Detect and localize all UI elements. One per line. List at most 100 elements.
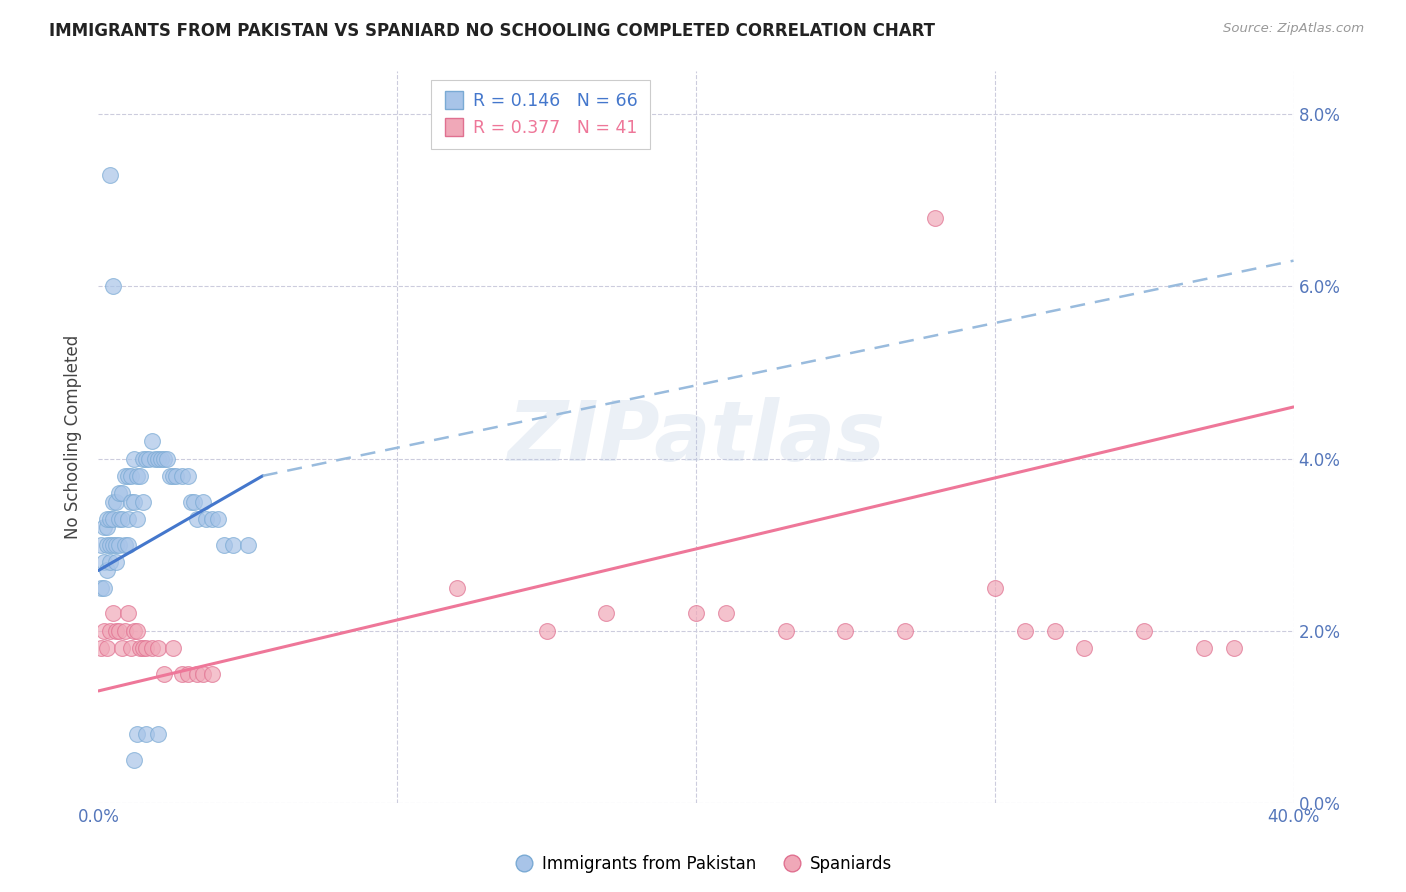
Point [153, 451, 176, 466]
Point [124, 451, 146, 466]
Point [1073, 640, 1095, 655]
Y-axis label: No Schooling Completed: No Schooling Completed [65, 335, 83, 539]
Point [129, 640, 152, 655]
Point [1043, 624, 1066, 638]
Point [105, 624, 128, 638]
Point [120, 468, 142, 483]
Point [162, 468, 184, 483]
Point [191, 666, 214, 681]
Point [98, 538, 122, 552]
Point [111, 640, 134, 655]
Point [984, 581, 1007, 595]
Point [117, 468, 139, 483]
Point [536, 624, 558, 638]
Point [124, 624, 146, 638]
Point [148, 640, 170, 655]
Point [98, 512, 122, 526]
Point [172, 468, 194, 483]
Point [132, 451, 155, 466]
Point [446, 581, 468, 595]
Point [894, 624, 917, 638]
Point [201, 512, 224, 526]
Point [148, 727, 170, 741]
Point [141, 640, 163, 655]
Point [114, 468, 136, 483]
Point [114, 624, 136, 638]
Point [143, 451, 166, 466]
Point [129, 468, 152, 483]
Point [186, 512, 208, 526]
Point [172, 666, 194, 681]
Point [132, 640, 155, 655]
Point [114, 538, 136, 552]
Point [96, 520, 118, 534]
Legend: Immigrants from Pakistan, Spaniards: Immigrants from Pakistan, Spaniards [508, 848, 898, 880]
Point [111, 512, 134, 526]
Point [186, 666, 208, 681]
Text: IMMIGRANTS FROM PAKISTAN VS SPANIARD NO SCHOOLING COMPLETED CORRELATION CHART: IMMIGRANTS FROM PAKISTAN VS SPANIARD NO … [49, 22, 935, 40]
Point [162, 640, 184, 655]
Point [96, 538, 118, 552]
Point [108, 486, 131, 500]
Point [90, 640, 112, 655]
Point [96, 640, 118, 655]
Point [153, 666, 176, 681]
Point [148, 451, 170, 466]
Point [775, 624, 797, 638]
Point [212, 538, 235, 552]
Point [120, 640, 142, 655]
Point [117, 538, 139, 552]
Text: ZIPatlas: ZIPatlas [508, 397, 884, 477]
Point [177, 666, 200, 681]
Point [96, 512, 118, 526]
Point [207, 512, 229, 526]
Point [685, 607, 707, 621]
Point [117, 607, 139, 621]
Point [127, 512, 149, 526]
Point [180, 494, 202, 508]
Point [111, 486, 134, 500]
Point [105, 538, 128, 552]
Point [103, 538, 125, 552]
Point [93, 555, 115, 569]
Point [127, 468, 149, 483]
Point [150, 451, 173, 466]
Point [90, 538, 112, 552]
Point [138, 451, 160, 466]
Point [98, 624, 122, 638]
Point [135, 727, 157, 741]
Point [103, 279, 125, 293]
Point [156, 451, 179, 466]
Point [834, 624, 856, 638]
Point [1192, 640, 1215, 655]
Point [120, 494, 142, 508]
Point [108, 624, 131, 638]
Point [135, 640, 157, 655]
Point [135, 451, 157, 466]
Point [96, 564, 118, 578]
Point [93, 624, 115, 638]
Point [93, 581, 115, 595]
Point [117, 512, 139, 526]
Point [236, 538, 259, 552]
Point [1014, 624, 1036, 638]
Point [124, 494, 146, 508]
Point [1133, 624, 1156, 638]
Point [165, 468, 187, 483]
Point [195, 512, 218, 526]
Point [108, 538, 131, 552]
Point [105, 555, 128, 569]
Text: Source: ZipAtlas.com: Source: ZipAtlas.com [1223, 22, 1364, 36]
Legend: R = 0.146   N = 66, R = 0.377   N = 41: R = 0.146 N = 66, R = 0.377 N = 41 [432, 80, 650, 149]
Point [714, 607, 737, 621]
Point [924, 211, 946, 225]
Point [177, 468, 200, 483]
Point [90, 581, 112, 595]
Point [127, 727, 149, 741]
Point [98, 168, 122, 182]
Point [201, 666, 224, 681]
Point [141, 434, 163, 449]
Point [98, 555, 122, 569]
Point [93, 520, 115, 534]
Point [222, 538, 245, 552]
